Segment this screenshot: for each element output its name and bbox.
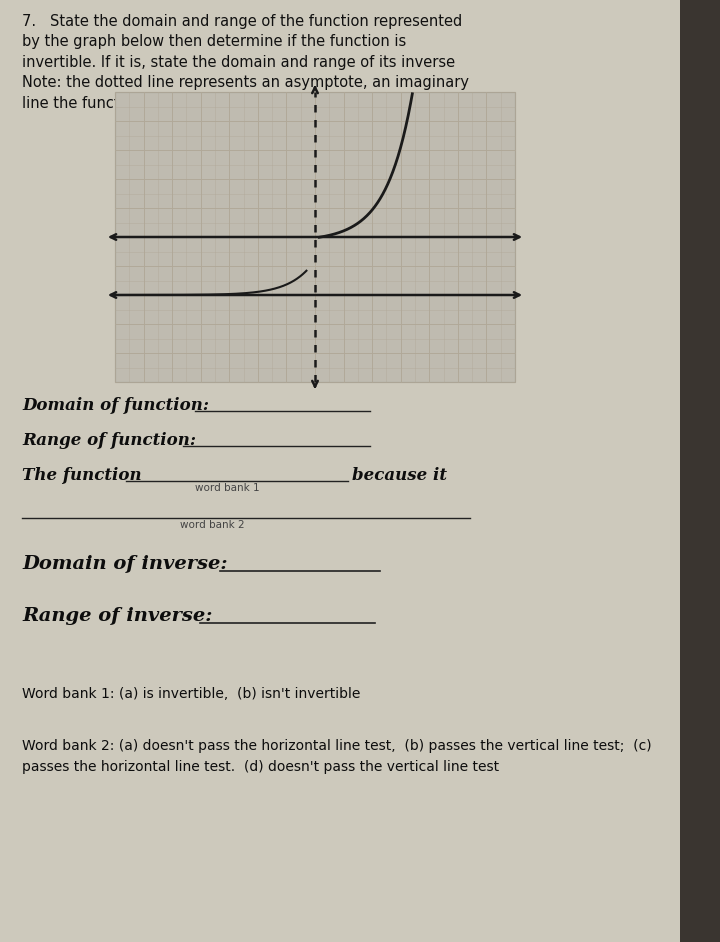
Text: because it: because it (352, 467, 447, 484)
Text: Range of function:: Range of function: (22, 432, 196, 449)
Text: The function: The function (22, 467, 142, 484)
Text: word bank 1: word bank 1 (195, 483, 260, 493)
FancyBboxPatch shape (0, 0, 680, 942)
Text: Word bank 2: (a) doesn't pass the horizontal line test,  (b) passes the vertical: Word bank 2: (a) doesn't pass the horizo… (22, 739, 652, 773)
Text: Domain of inverse:: Domain of inverse: (22, 555, 228, 573)
FancyBboxPatch shape (115, 92, 515, 382)
Text: 7.   State the domain and range of the function represented
by the graph below t: 7. State the domain and range of the fun… (22, 14, 469, 110)
Text: Word bank 1: (a) is invertible,  (b) isn't invertible: Word bank 1: (a) is invertible, (b) isn'… (22, 687, 361, 701)
Text: word bank 2: word bank 2 (180, 520, 245, 530)
Text: Domain of function:: Domain of function: (22, 397, 209, 414)
Text: Range of inverse:: Range of inverse: (22, 607, 212, 625)
